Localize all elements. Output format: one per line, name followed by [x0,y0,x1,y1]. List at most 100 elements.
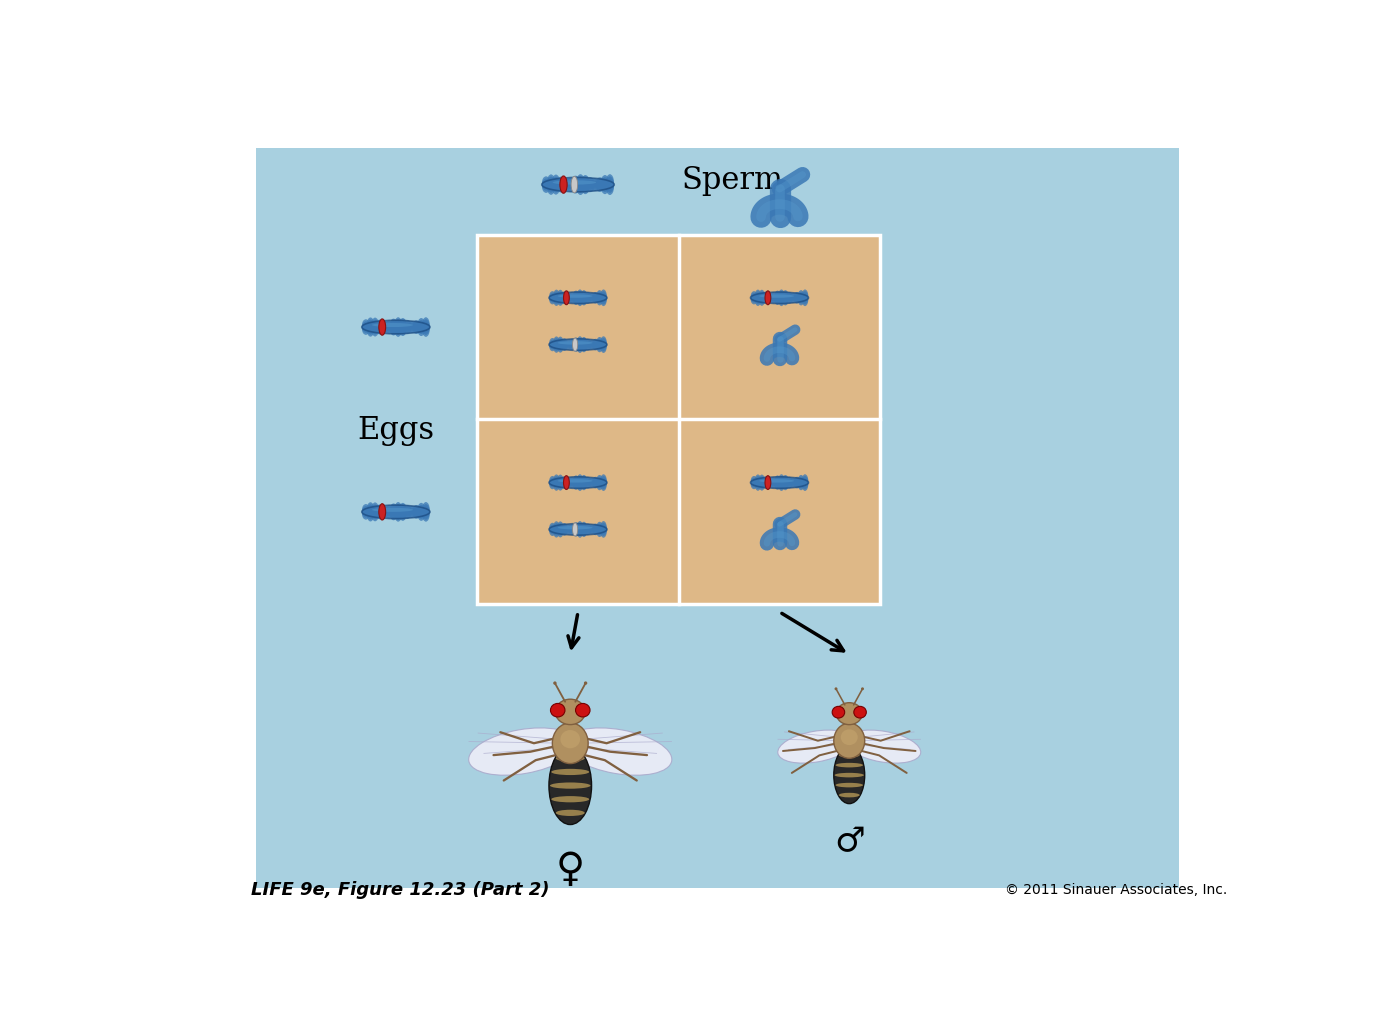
Ellipse shape [417,505,426,519]
Ellipse shape [375,504,384,516]
Ellipse shape [573,479,580,490]
Ellipse shape [557,290,564,302]
Ellipse shape [395,504,402,520]
Ellipse shape [588,343,595,350]
Ellipse shape [553,180,596,184]
Ellipse shape [584,342,591,351]
Ellipse shape [778,475,785,488]
Ellipse shape [584,527,591,535]
Ellipse shape [557,341,592,344]
Ellipse shape [553,525,560,537]
Ellipse shape [755,475,762,487]
Ellipse shape [379,503,385,520]
Ellipse shape [550,782,591,788]
Ellipse shape [596,179,605,190]
Ellipse shape [770,481,777,488]
Ellipse shape [785,477,792,485]
Ellipse shape [794,292,801,300]
Ellipse shape [573,294,580,305]
Ellipse shape [592,292,599,300]
Ellipse shape [575,703,589,716]
Ellipse shape [542,180,550,193]
Ellipse shape [557,291,564,304]
Ellipse shape [389,507,398,521]
Ellipse shape [571,175,580,190]
Ellipse shape [367,506,374,522]
Ellipse shape [577,176,585,193]
Ellipse shape [601,177,609,192]
Ellipse shape [596,337,603,349]
Ellipse shape [763,477,769,486]
Ellipse shape [363,504,370,516]
Ellipse shape [568,478,575,485]
Ellipse shape [584,525,591,533]
Ellipse shape [783,475,788,487]
Ellipse shape [588,478,595,484]
Ellipse shape [403,322,412,332]
Ellipse shape [395,321,402,337]
Ellipse shape [557,523,564,536]
Ellipse shape [379,319,385,335]
Ellipse shape [564,293,571,299]
Ellipse shape [584,339,591,347]
Ellipse shape [606,178,615,195]
Ellipse shape [596,479,603,490]
Ellipse shape [413,507,420,517]
Ellipse shape [372,323,413,327]
Ellipse shape [774,292,781,303]
Ellipse shape [606,174,615,191]
Ellipse shape [584,295,591,303]
Ellipse shape [371,318,379,332]
Ellipse shape [399,320,406,334]
Ellipse shape [557,525,564,537]
Ellipse shape [552,179,560,195]
Ellipse shape [778,730,854,764]
Ellipse shape [577,336,584,350]
Ellipse shape [785,295,792,303]
Ellipse shape [371,322,379,336]
Ellipse shape [588,296,595,302]
Ellipse shape [763,295,769,304]
Ellipse shape [798,479,805,490]
Ellipse shape [750,291,757,301]
Ellipse shape [557,336,564,350]
Ellipse shape [363,506,370,518]
Ellipse shape [750,293,757,302]
Ellipse shape [785,481,792,489]
Ellipse shape [561,525,567,534]
Ellipse shape [596,181,605,192]
Ellipse shape [557,475,564,487]
Ellipse shape [581,338,587,351]
Ellipse shape [802,476,808,489]
Ellipse shape [417,507,426,521]
Ellipse shape [399,507,406,521]
Ellipse shape [549,525,556,534]
Ellipse shape [573,341,580,352]
Ellipse shape [560,730,580,748]
Ellipse shape [591,178,599,187]
Ellipse shape [763,478,769,487]
Ellipse shape [794,479,801,487]
Ellipse shape [571,180,580,194]
Ellipse shape [389,323,398,335]
Ellipse shape [413,320,420,330]
Ellipse shape [395,318,402,333]
Ellipse shape [606,176,615,193]
Ellipse shape [790,481,797,488]
Ellipse shape [601,336,606,350]
Ellipse shape [601,338,606,352]
Ellipse shape [861,688,864,690]
Ellipse shape [542,177,615,192]
Ellipse shape [790,293,797,299]
Ellipse shape [417,318,426,332]
Ellipse shape [783,477,788,489]
Ellipse shape [592,524,599,532]
Ellipse shape [549,291,556,301]
Ellipse shape [785,294,792,302]
Text: © 2011 Sinauer Associates, Inc.: © 2011 Sinauer Associates, Inc. [1005,884,1228,897]
Ellipse shape [409,510,416,518]
Ellipse shape [798,290,805,302]
Ellipse shape [587,179,595,190]
Ellipse shape [403,320,412,330]
Ellipse shape [581,340,587,353]
